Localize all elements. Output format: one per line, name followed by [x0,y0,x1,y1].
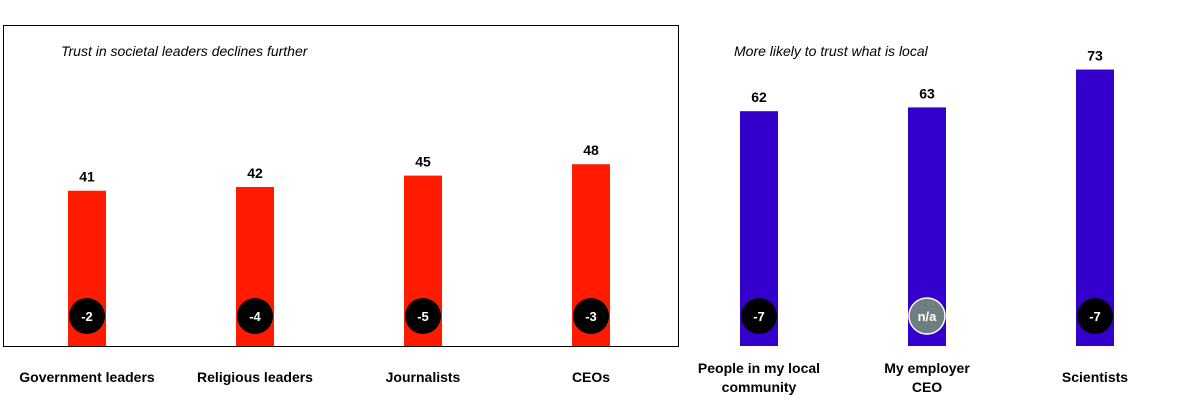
data-label: 42 [247,165,263,181]
data-label: 63 [919,85,935,101]
category-label: Government leaders [19,369,155,385]
change-badge [237,298,273,334]
data-label: 62 [751,89,767,105]
data-label: 41 [79,169,95,185]
change-label: -7 [1089,309,1101,324]
data-label: 45 [415,154,431,170]
data-label: 48 [583,142,599,158]
bars-layer: 41 -2 Government leaders 42 -4 Religious lead… [19,48,1128,395]
change-badge [573,298,609,334]
change-label: -2 [81,309,93,324]
change-badge [741,298,777,334]
category-label: CEOs [572,369,610,385]
change-label: -3 [585,309,597,324]
category-label: Journalists [386,369,461,385]
category-label: Religious leaders [197,369,313,385]
change-label: -7 [753,309,765,324]
category-label: Scientists [1062,369,1128,385]
change-badge [405,298,441,334]
left-chart-title: Trust in societal leaders declines furth… [61,43,309,59]
change-label: -5 [417,309,429,324]
change-badge [69,298,105,334]
left-panel-frame [3,25,679,347]
right-chart-title: More likely to trust what is local [734,43,929,59]
change-badge [908,297,946,335]
category-label: My employer CEO [884,360,970,395]
change-badge [1077,298,1113,334]
change-label: n/a [918,309,938,324]
data-label: 73 [1087,48,1103,64]
category-label: People in my local community [698,360,820,395]
change-label: -4 [249,309,261,324]
